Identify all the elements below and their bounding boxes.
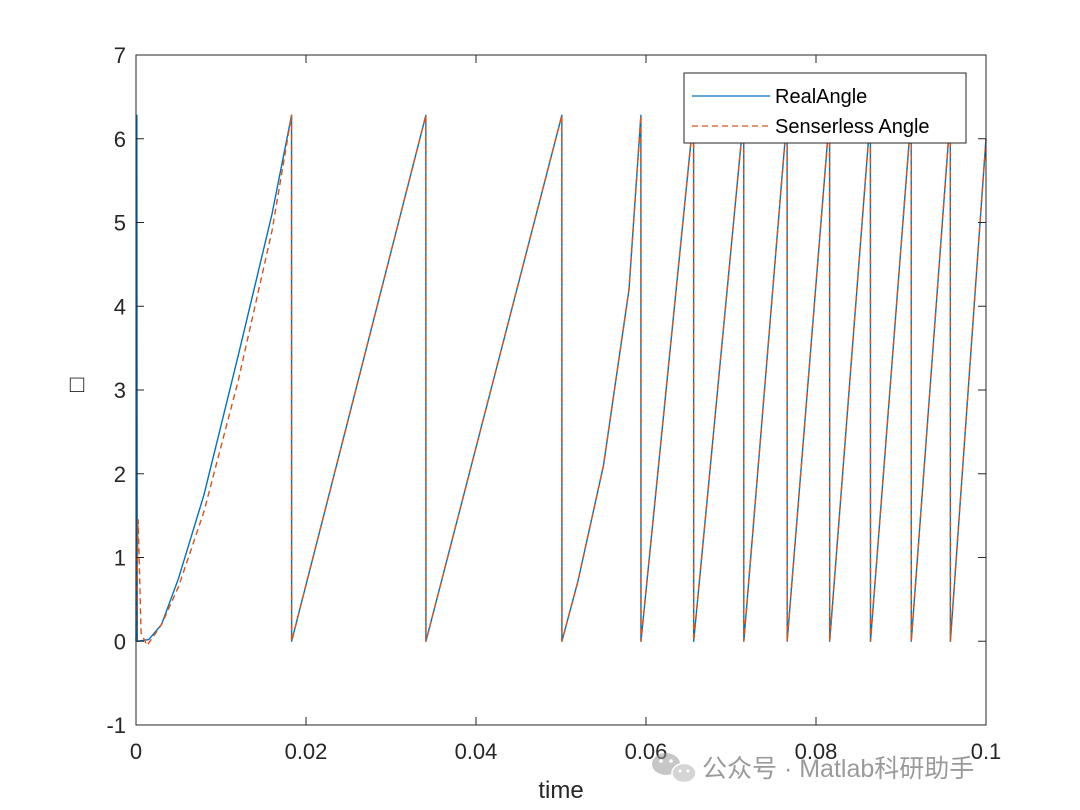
x-tick-label: 0.08 [795, 739, 838, 764]
y-tick-label: 1 [114, 546, 126, 571]
series-layer [135, 114, 987, 647]
y-tick-label: 5 [114, 211, 126, 236]
x-tick-label: 0 [130, 739, 142, 764]
y-tick-label: 4 [114, 294, 126, 319]
plot-area [136, 55, 986, 725]
legend: RealAngle Senserless Angle [683, 72, 967, 144]
watermark: 公众号 · Matlab科研助手 [652, 753, 974, 784]
y-tick-label: -1 [106, 713, 126, 738]
watermark-text: 公众号 · Matlab科研助手 [702, 755, 974, 783]
y-axis-label: □ [70, 371, 85, 398]
y-tick-label: 0 [114, 629, 126, 654]
x-tick-label: 0.04 [455, 739, 498, 764]
legend-box [683, 72, 967, 144]
x-tick-label: 0.1 [971, 739, 1002, 764]
x-axis-label: time [538, 777, 583, 804]
series-line-senserless-angle [135, 114, 987, 647]
legend-label-senserless-angle: Senserless Angle [775, 116, 930, 138]
wechat-icon [652, 753, 697, 784]
y-tick-label: 2 [114, 462, 126, 487]
y-tick-label: 6 [114, 127, 126, 152]
y-tick-label: 7 [114, 43, 126, 68]
y-tick-label: 3 [114, 378, 126, 403]
legend-label-realangle: RealAngle [775, 86, 867, 108]
x-tick-label: 0.02 [285, 739, 328, 764]
